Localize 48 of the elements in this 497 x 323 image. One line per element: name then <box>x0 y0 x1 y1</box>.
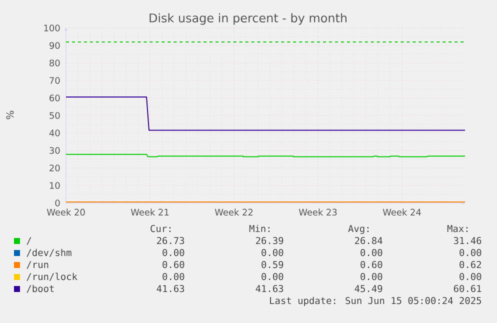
text: 0.00 <box>162 248 184 256</box>
x-tick-label: Week 22 <box>214 208 253 216</box>
text: Avg: <box>348 225 369 234</box>
y-tick-label: 20 <box>50 164 60 172</box>
text: 0.59 <box>262 260 284 268</box>
text: 0.60 <box>162 260 184 268</box>
text: 31.46 <box>454 236 482 244</box>
text: 45.49 <box>354 284 382 292</box>
text: 0.60 <box>360 260 382 268</box>
text: 26.84 <box>355 236 382 244</box>
text: 0.00 <box>162 272 184 280</box>
legend-label: /boot <box>26 284 54 293</box>
legend-label: /run <box>26 261 48 269</box>
legend-label: /run/lock <box>26 272 78 281</box>
chart-title: Disk usage in percent - by month <box>150 13 347 25</box>
legend-label: / <box>26 237 32 245</box>
x-tick-label: Week 20 <box>46 208 85 216</box>
legend-label: /dev/shm <box>26 248 72 257</box>
y-tick-label: 60 <box>50 94 60 102</box>
y-tick-label: 80 <box>50 60 60 66</box>
text: Max: <box>447 225 468 232</box>
y-tick-label: 40 <box>49 130 60 136</box>
text: Last update: Sun Jun 15 05:00:24 2025 <box>270 296 482 306</box>
text: 0.00 <box>262 248 284 256</box>
text: 0.00 <box>360 248 382 256</box>
text: Min: <box>249 224 270 232</box>
y-tick-label: 100 <box>44 24 60 32</box>
x-tick-label: Week 24 <box>382 208 421 216</box>
x-tick-label: Week 21 <box>130 208 169 216</box>
y-tick-label: 10 <box>50 182 60 189</box>
y-tick-label: 50 <box>50 112 60 119</box>
text: 41.63 <box>256 284 284 292</box>
text: 0.00 <box>262 272 284 280</box>
y-tick-label: 0 <box>55 200 60 206</box>
x-tick-label: Week 23 <box>298 208 337 216</box>
text: 0.62 <box>460 260 481 268</box>
text: 41.63 <box>156 284 184 292</box>
text: 0.00 <box>460 248 482 256</box>
text: 0.00 <box>460 272 482 280</box>
text: 26.39 <box>256 236 284 244</box>
y-tick-label: 30 <box>50 147 60 154</box>
text: Cur: <box>150 224 171 232</box>
text: 26.73 <box>157 236 184 244</box>
y-axis-title: % <box>6 110 14 120</box>
text: 60.61 <box>454 284 482 292</box>
text: 0.00 <box>360 272 382 280</box>
y-tick-label: 90 <box>50 42 60 49</box>
y-tick-label: 70 <box>50 77 60 84</box>
